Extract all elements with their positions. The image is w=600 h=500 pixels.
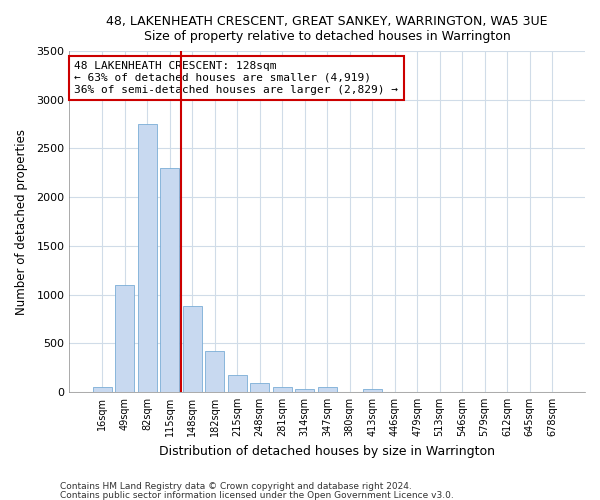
Bar [295, 388, 314, 392]
Bar [138, 124, 157, 392]
Bar [160, 168, 179, 392]
Title: 48, LAKENHEATH CRESCENT, GREAT SANKEY, WARRINGTON, WA5 3UE
Size of property rela: 48, LAKENHEATH CRESCENT, GREAT SANKEY, W… [106, 15, 548, 43]
X-axis label: Distribution of detached houses by size in Warrington: Distribution of detached houses by size … [159, 444, 495, 458]
Bar [227, 376, 247, 392]
Bar [93, 387, 112, 392]
Bar [250, 382, 269, 392]
Bar [182, 306, 202, 392]
Bar [362, 390, 382, 392]
Y-axis label: Number of detached properties: Number of detached properties [15, 128, 28, 314]
Bar [317, 387, 337, 392]
Bar [272, 386, 292, 392]
Text: Contains HM Land Registry data © Crown copyright and database right 2024.: Contains HM Land Registry data © Crown c… [60, 482, 412, 491]
Text: 48 LAKENHEATH CRESCENT: 128sqm
← 63% of detached houses are smaller (4,919)
36% : 48 LAKENHEATH CRESCENT: 128sqm ← 63% of … [74, 62, 398, 94]
Text: Contains public sector information licensed under the Open Government Licence v3: Contains public sector information licen… [60, 490, 454, 500]
Bar [115, 285, 134, 392]
Bar [205, 351, 224, 392]
